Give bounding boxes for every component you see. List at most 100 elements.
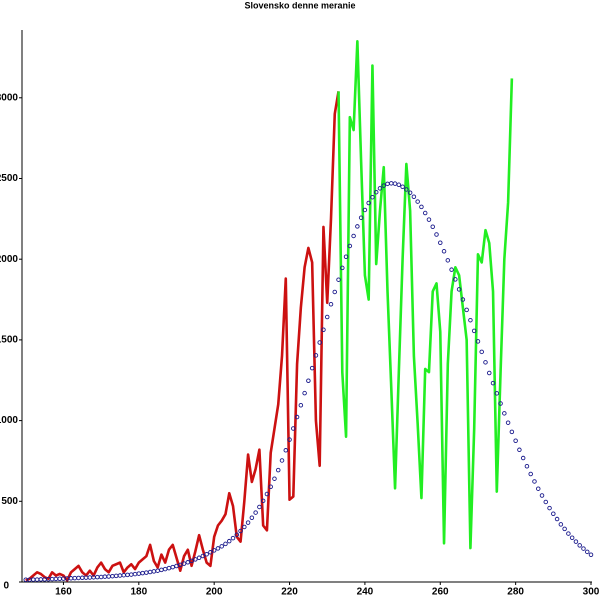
model-point — [400, 184, 405, 189]
x-tick-label: 160 — [55, 587, 72, 598]
model-point — [411, 194, 417, 199]
model-point — [260, 498, 266, 504]
model-point — [581, 546, 586, 551]
model-point — [528, 471, 533, 477]
model-point — [204, 551, 209, 557]
model-point — [242, 524, 247, 530]
y-tick-label: 2000 — [0, 254, 18, 265]
model-point — [49, 576, 55, 582]
model-point — [302, 390, 307, 396]
model-point — [392, 181, 398, 186]
model-point — [279, 458, 285, 463]
model-point — [370, 194, 375, 200]
model-point — [487, 370, 492, 376]
model-point — [298, 403, 304, 408]
model-point — [136, 571, 142, 576]
x-tick-label: 280 — [507, 587, 524, 598]
model-point — [328, 301, 334, 307]
model-point — [200, 553, 206, 559]
model-point — [539, 493, 545, 498]
model-point — [453, 277, 458, 282]
model-point — [366, 200, 371, 206]
model-point — [306, 378, 311, 383]
chart-title: Slovensko denne meranie — [244, 0, 355, 10]
model-point — [441, 249, 447, 254]
model-point — [155, 568, 160, 573]
x-tick-label: 220 — [281, 587, 298, 598]
model-point — [373, 189, 379, 195]
model-point — [577, 543, 582, 548]
model-point — [159, 567, 164, 573]
model-point — [419, 204, 424, 210]
x-tick-label: 240 — [357, 587, 374, 598]
model-point — [324, 314, 330, 320]
model-point — [272, 476, 277, 481]
model-point — [238, 528, 243, 534]
model-point — [351, 233, 356, 239]
model-point — [479, 349, 484, 355]
model-point — [98, 574, 104, 580]
model-point — [524, 464, 530, 469]
model-point — [355, 224, 360, 229]
model-point — [57, 576, 62, 582]
model-point — [468, 317, 473, 323]
model-point — [253, 510, 258, 515]
model-point — [245, 520, 251, 525]
model-point — [249, 515, 255, 521]
model-point — [223, 541, 228, 547]
model-point — [588, 552, 594, 557]
model-point — [294, 414, 300, 420]
x-tick-label: 180 — [130, 587, 147, 598]
data-line — [25, 91, 340, 582]
model-point — [505, 420, 511, 425]
model-point — [38, 577, 44, 582]
model-point — [140, 570, 145, 576]
model-point — [144, 570, 149, 575]
y-tick-label: 0 — [3, 581, 9, 592]
model-point — [535, 486, 541, 491]
model-point — [566, 531, 571, 536]
model-point — [230, 535, 236, 541]
model-point — [554, 516, 560, 522]
model-point — [76, 575, 81, 581]
model-point — [502, 411, 507, 416]
model-point — [389, 181, 394, 186]
x-tick-label: 300 — [583, 587, 600, 598]
model-point — [347, 243, 353, 249]
model-point — [532, 479, 537, 484]
model-point — [336, 277, 341, 282]
model-point — [34, 577, 40, 582]
model-point — [385, 181, 390, 187]
model-point — [196, 555, 202, 561]
model-point — [113, 573, 119, 579]
model-point — [449, 267, 454, 272]
model-point — [358, 215, 364, 220]
model-point — [456, 287, 462, 292]
model-point — [234, 532, 240, 537]
model-point — [110, 573, 115, 579]
x-tick-label: 200 — [206, 587, 223, 598]
model-point — [517, 447, 522, 453]
model-point — [490, 380, 496, 386]
model-point — [106, 574, 111, 579]
model-point — [31, 577, 36, 582]
x-tick-label: 260 — [432, 587, 449, 598]
model-point — [313, 353, 319, 358]
model-point — [121, 572, 126, 578]
model-point — [174, 563, 179, 569]
model-point — [162, 566, 168, 572]
model-point — [562, 526, 567, 532]
model-point — [422, 210, 428, 216]
model-point — [227, 538, 232, 544]
model-point — [407, 190, 413, 195]
model-point — [53, 576, 59, 582]
model-point — [551, 511, 556, 516]
model-point — [132, 571, 138, 577]
y-tick-label: 500 — [1, 496, 18, 507]
model-point — [185, 560, 191, 565]
model-point — [415, 199, 420, 204]
model-point — [404, 187, 409, 192]
model-point — [181, 561, 187, 566]
model-point — [264, 491, 270, 497]
model-point — [287, 437, 292, 442]
